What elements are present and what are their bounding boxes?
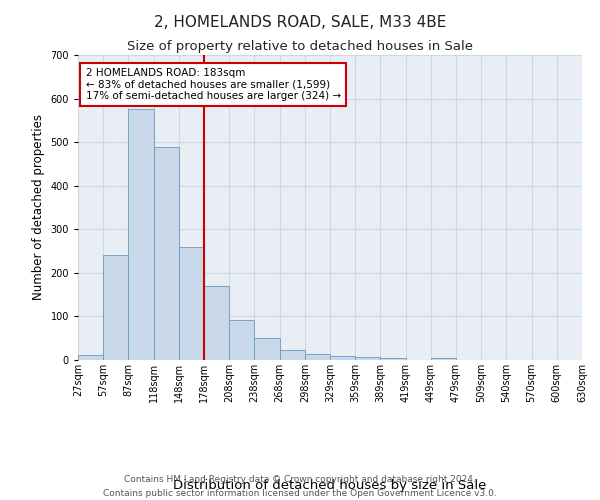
Bar <box>330 356 355 360</box>
Bar <box>431 358 456 360</box>
Bar <box>78 355 103 360</box>
Bar <box>229 320 254 360</box>
Bar <box>103 256 128 360</box>
Bar <box>380 358 406 360</box>
Text: 2, HOMELANDS ROAD, SALE, M33 4BE: 2, HOMELANDS ROAD, SALE, M33 4BE <box>154 15 446 30</box>
Bar <box>280 350 305 360</box>
Text: Size of property relative to detached houses in Sale: Size of property relative to detached ho… <box>127 40 473 53</box>
Bar <box>154 146 179 360</box>
Text: 2 HOMELANDS ROAD: 183sqm
← 83% of detached houses are smaller (1,599)
17% of sem: 2 HOMELANDS ROAD: 183sqm ← 83% of detach… <box>86 68 341 102</box>
Bar <box>128 110 154 360</box>
X-axis label: Distribution of detached houses by size in Sale: Distribution of detached houses by size … <box>173 478 487 492</box>
Y-axis label: Number of detached properties: Number of detached properties <box>32 114 45 300</box>
Bar <box>179 246 204 360</box>
Bar <box>305 354 330 360</box>
Bar <box>254 338 280 360</box>
Bar <box>204 286 229 360</box>
Text: Contains HM Land Registry data © Crown copyright and database right 2024.
Contai: Contains HM Land Registry data © Crown c… <box>103 476 497 498</box>
Bar <box>355 357 380 360</box>
